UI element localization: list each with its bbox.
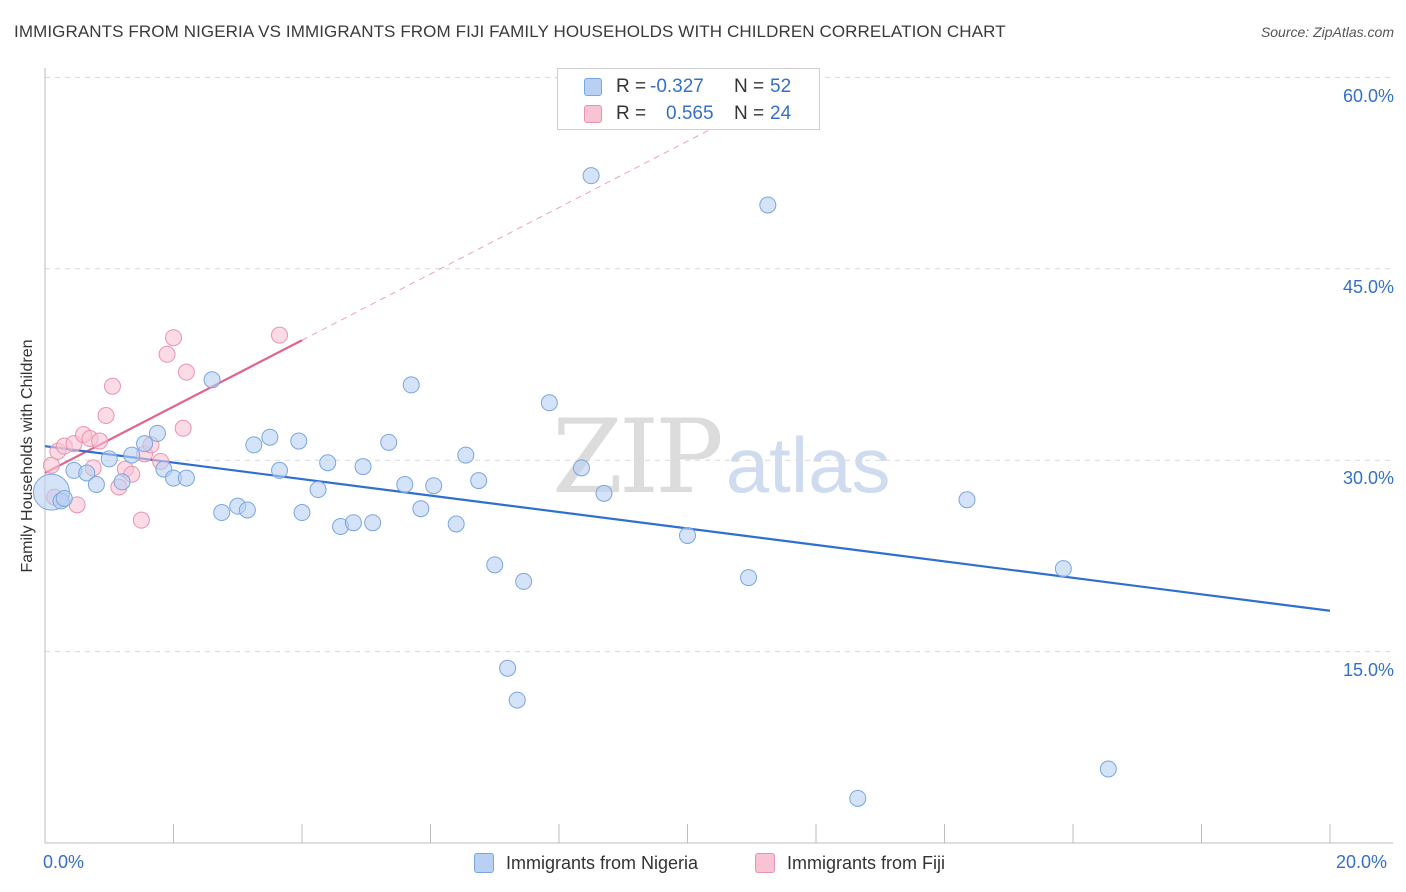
fiji-point (42, 456, 60, 474)
nigeria-point (290, 432, 308, 450)
fiji-point (132, 511, 150, 529)
nigeria-point (425, 477, 443, 495)
y-tick-label: 45.0% (1342, 277, 1394, 297)
y-tick-label: 15.0% (1342, 660, 1394, 680)
nigeria-point (740, 569, 758, 587)
nigeria-point (354, 458, 372, 476)
nigeria-swatch (584, 78, 602, 96)
nigeria-legend-label: Immigrants from Nigeria (506, 853, 699, 873)
fiji-swatch (584, 105, 602, 123)
nigeria-point (177, 469, 195, 487)
x-tick-label-max: 20.0% (1336, 852, 1388, 872)
nigeria-point (499, 659, 517, 677)
nigeria-point (508, 691, 526, 709)
nigeria-point (238, 501, 256, 519)
nigeria-point (849, 789, 867, 807)
n-value: 52 (770, 76, 792, 97)
nigeria-point (100, 450, 118, 468)
nigeria-point (344, 514, 362, 532)
fiji-legend-label: Immigrants from Fiji (787, 853, 946, 873)
fiji-trend-extension (301, 124, 720, 341)
y-tick-label: 30.0% (1342, 468, 1394, 488)
nigeria-point (572, 459, 590, 477)
nigeria-point (123, 446, 141, 464)
nigeria-point (309, 481, 327, 499)
nigeria-point (515, 572, 533, 590)
nigeria-point (402, 376, 420, 394)
x-tick-label-min: 0.0% (43, 852, 85, 872)
n-label: N = (734, 76, 765, 97)
fiji-point (177, 363, 195, 381)
nigeria-point (78, 464, 96, 482)
nigeria-point (540, 394, 558, 412)
nigeria-point (457, 446, 475, 464)
y-tick-label: 60.0% (1342, 86, 1394, 106)
nigeria-point (293, 504, 311, 522)
nigeria-point (136, 435, 154, 453)
nigeria-point (679, 526, 696, 544)
source-credit: Source: ZipAtlas.com (1260, 24, 1394, 40)
nigeria-point (380, 433, 398, 451)
nigeria-point (55, 489, 73, 507)
nigeria-point (245, 436, 263, 454)
nigeria-point (595, 484, 613, 502)
fiji-points (42, 326, 289, 529)
nigeria-legend-swatch (474, 853, 494, 873)
n-value: 24 (770, 103, 792, 124)
n-label: N = (734, 103, 765, 124)
nigeria-point (1099, 760, 1117, 778)
nigeria-point (958, 491, 976, 509)
nigeria-point (412, 500, 430, 518)
nigeria-point (1054, 560, 1072, 578)
nigeria-point (582, 167, 600, 185)
nigeria-point (113, 473, 131, 491)
fiji-point (103, 377, 121, 395)
fiji-point (174, 419, 192, 437)
nigeria-point (396, 475, 414, 493)
r-label: R = (616, 76, 647, 97)
axes (44, 68, 1393, 844)
nigeria-points (32, 167, 1117, 807)
fiji-point (158, 345, 176, 363)
nigeria-point (447, 515, 465, 533)
fiji-point (165, 329, 182, 347)
fiji-point (91, 432, 109, 450)
nigeria-point (261, 428, 279, 446)
chart-title: IMMIGRANTS FROM NIGERIA VS IMMIGRANTS FR… (14, 22, 1006, 41)
r-label: R = (616, 103, 647, 124)
nigeria-point (470, 472, 488, 490)
fiji-trend-line (44, 339, 303, 474)
r-value: 0.565 (666, 103, 714, 124)
nigeria-point (213, 504, 231, 522)
nigeria-point (759, 196, 777, 214)
nigeria-point (486, 556, 504, 574)
grid-lines (45, 76, 1393, 653)
nigeria-point (203, 371, 221, 389)
nigeria-point (364, 514, 382, 532)
stats-legend: R = -0.327 N = 52 R = 0.565 N = 24 (557, 68, 820, 130)
nigeria-point (87, 475, 105, 493)
fiji-point (271, 326, 289, 344)
fiji-legend-swatch (755, 853, 775, 873)
fiji-point (97, 407, 115, 425)
nigeria-point (319, 454, 337, 472)
r-value: -0.327 (650, 76, 704, 97)
nigeria-point (271, 461, 289, 479)
nigeria-point (148, 424, 166, 442)
